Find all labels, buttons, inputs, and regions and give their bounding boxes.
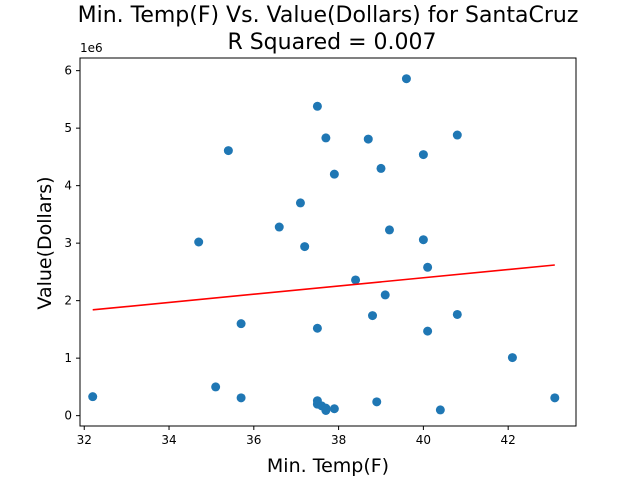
y-tick-label: 5 — [64, 121, 72, 135]
data-point — [194, 237, 204, 247]
data-point — [211, 382, 221, 392]
data-point — [321, 405, 331, 415]
trendline-layer — [92, 264, 555, 311]
y-tick-label: 3 — [64, 236, 72, 250]
data-point — [363, 134, 373, 144]
y-axis-ticks: 0 1 2 3 4 5 6 — [64, 64, 80, 423]
x-tick-label: 38 — [331, 433, 346, 447]
data-point — [372, 397, 382, 407]
chart-title-line1: Min. Temp(F) Vs. Value(Dollars) for Sant… — [78, 3, 579, 28]
data-point — [368, 311, 378, 321]
data-point — [274, 222, 284, 232]
y-tick-label: 4 — [64, 179, 72, 193]
data-point — [550, 393, 560, 403]
data-point — [223, 146, 233, 156]
data-point — [376, 163, 386, 173]
data-point — [507, 353, 517, 363]
x-tick-label: 34 — [161, 433, 176, 447]
y-tick-label: 6 — [64, 64, 72, 78]
x-axis-ticks: 32 34 36 38 40 42 — [77, 426, 516, 447]
data-point — [236, 393, 246, 403]
data-point — [423, 326, 433, 336]
data-point — [300, 242, 310, 252]
y-tick-label: 1 — [64, 351, 72, 365]
data-point — [329, 169, 339, 179]
data-point — [295, 198, 305, 208]
plot-area — [79, 57, 577, 427]
axes-frame — [79, 57, 577, 427]
data-point — [321, 133, 331, 143]
data-point — [351, 275, 361, 285]
y-tick-label: 2 — [64, 294, 72, 308]
data-point — [380, 290, 390, 300]
x-axis-label: Min. Temp(F) — [267, 455, 389, 477]
data-point — [236, 319, 246, 329]
x-tick-label: 36 — [246, 433, 261, 447]
data-point — [401, 74, 411, 84]
data-point — [452, 309, 462, 319]
y-tick-label: 0 — [64, 409, 72, 423]
data-point — [418, 235, 428, 245]
data-point — [384, 225, 394, 235]
data-point — [312, 323, 322, 333]
data-point — [312, 101, 322, 111]
chart-title-line2: R Squared = 0.007 — [227, 30, 436, 55]
data-point — [418, 150, 428, 160]
x-tick-label: 40 — [416, 433, 431, 447]
y-axis-label: Value(Dollars) — [34, 176, 56, 309]
x-tick-label: 42 — [501, 433, 516, 447]
trendline — [92, 264, 555, 311]
data-point — [88, 392, 98, 402]
y-offset-label: 1e6 — [80, 41, 103, 55]
data-point — [423, 262, 433, 272]
data-point — [435, 405, 445, 415]
data-point — [329, 404, 339, 414]
data-point — [452, 130, 462, 140]
x-tick-label: 32 — [77, 433, 92, 447]
data-points — [88, 74, 560, 415]
